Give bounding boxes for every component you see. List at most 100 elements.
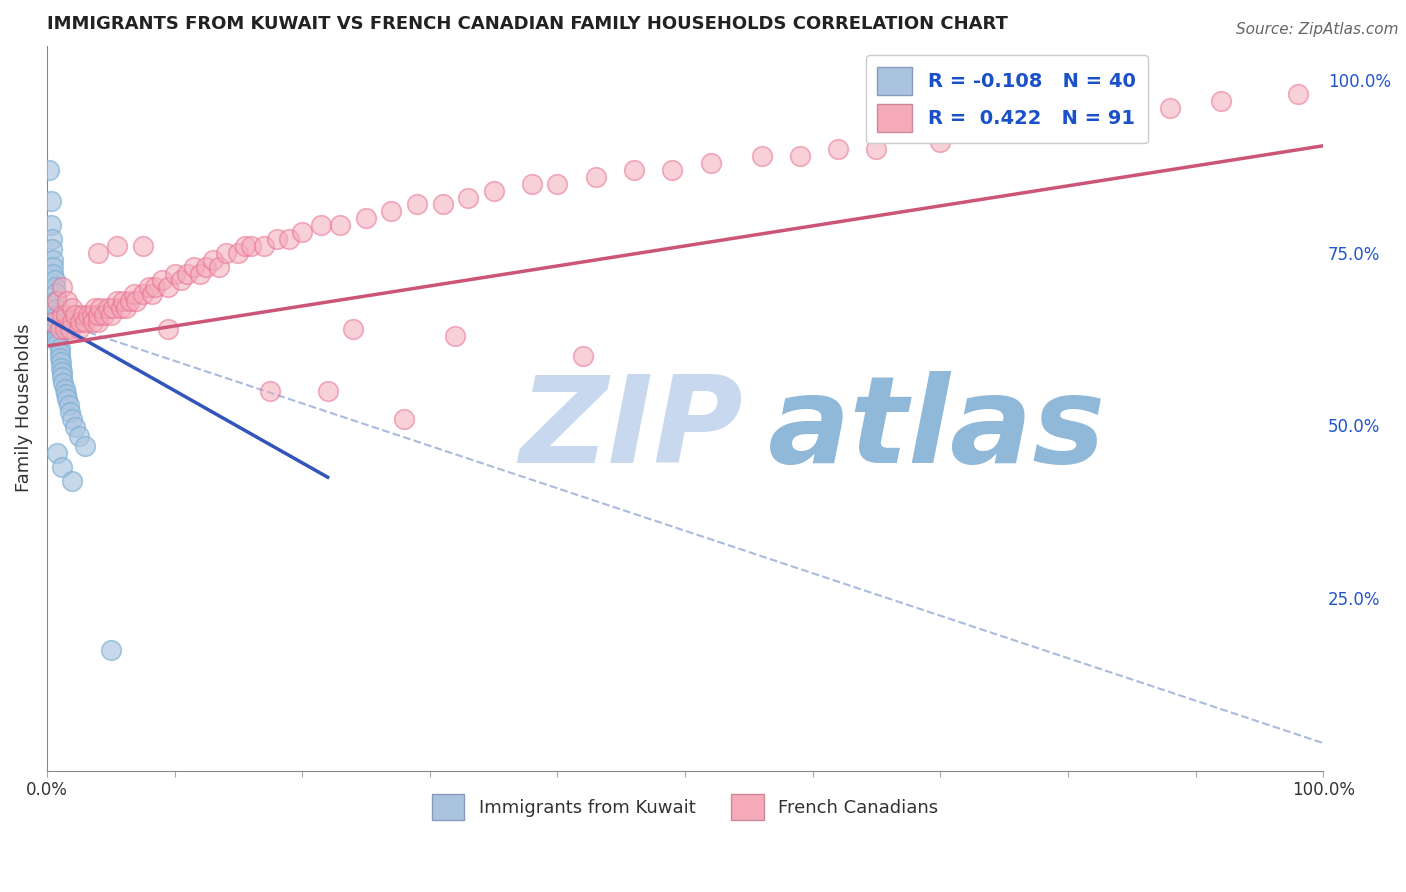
Point [51,459,73,474]
Y-axis label: Family Households: Family Households [15,324,32,492]
Point [87,308,110,322]
Point [55,387,77,401]
Point [63,420,86,434]
Point [42,315,65,329]
Point [572,350,595,364]
Point [56,294,79,309]
Point [176,267,198,281]
Point [48,346,70,360]
Point [42,267,65,281]
Point [48,335,70,350]
Point [42,260,65,274]
Point [661,163,683,178]
Point [163,267,186,281]
Point [170,273,193,287]
Point [699,156,721,170]
Point [48,351,70,365]
Point [53,382,76,396]
Point [278,232,301,246]
Point [75,315,97,329]
Point [188,267,211,281]
Point [157,280,180,294]
Text: Source: ZipAtlas.com: Source: ZipAtlas.com [1236,22,1399,37]
Point [39,218,62,232]
Point [929,136,952,150]
Point [41,232,63,246]
Point [546,177,568,191]
Point [208,260,231,274]
Point [49,361,72,376]
Point [195,260,218,274]
Point [354,211,377,226]
Point [46,313,69,327]
Point [141,287,163,301]
Point [51,308,73,322]
Point [62,315,84,329]
Point [150,273,173,287]
Point [623,163,645,178]
Point [105,239,128,253]
Point [110,301,132,315]
Point [457,190,479,204]
Point [97,301,120,315]
Point [42,252,65,267]
Point [444,328,467,343]
Point [1043,114,1066,128]
Point [380,204,402,219]
Point [48,322,70,336]
Point [1095,108,1118,122]
Point [100,643,122,657]
Text: ZIP: ZIP [519,371,742,489]
Point [789,149,811,163]
Point [62,411,84,425]
Point [44,273,66,287]
Point [240,239,263,253]
Point [183,260,205,274]
Point [75,439,97,453]
Point [112,294,135,309]
Point [394,411,416,425]
Point [53,322,76,336]
Point [118,294,141,309]
Point [62,474,84,488]
Point [80,308,103,322]
Point [82,315,104,329]
Point [214,245,236,260]
Point [751,149,773,163]
Point [67,429,90,443]
Point [51,365,73,379]
Point [1209,94,1232,108]
Point [145,280,167,294]
Point [1159,101,1181,115]
Point [58,398,80,412]
Point [482,184,505,198]
Point [69,315,91,329]
Point [93,308,115,322]
Point [59,404,82,418]
Point [1286,87,1309,101]
Point [115,301,138,315]
Point [316,384,339,398]
Point [51,370,73,384]
Point [51,280,73,294]
Point [100,308,122,322]
Point [105,294,128,309]
Point [432,197,454,211]
Point [76,308,98,322]
Text: IMMIGRANTS FROM KUWAIT VS FRENCH CANADIAN FAMILY HOUSEHOLDS CORRELATION CHART: IMMIGRANTS FROM KUWAIT VS FRENCH CANADIA… [46,15,1008,33]
Point [865,142,887,156]
Point [89,301,111,315]
Point [46,308,69,322]
Point [291,225,314,239]
Point [63,308,86,322]
Point [67,322,90,336]
Point [233,239,256,253]
Point [46,446,69,460]
Point [103,301,125,315]
Point [329,218,352,232]
Point [406,197,429,211]
Point [253,239,276,253]
Point [138,280,160,294]
Point [55,308,77,322]
Point [131,287,153,301]
